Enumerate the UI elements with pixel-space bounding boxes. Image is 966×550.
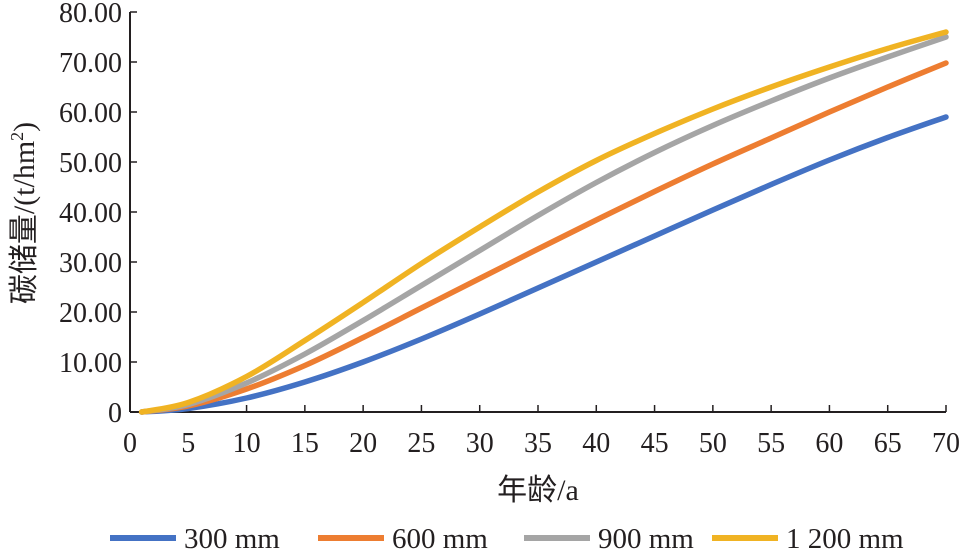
x-tick-label: 65 bbox=[874, 428, 902, 459]
x-tick-label: 30 bbox=[466, 428, 494, 459]
y-tick-label: 70.00 bbox=[59, 48, 122, 79]
x-tick-label: 35 bbox=[524, 428, 552, 459]
x-tick-label: 15 bbox=[291, 428, 319, 459]
series-line-300mm bbox=[138, 114, 949, 415]
legend-label: 600 mm bbox=[392, 523, 488, 550]
axes: 0 5 10 15 20 25 30 35 40 45 50 55 60 65 70 0 10.00 20.00 3… bbox=[59, 0, 960, 459]
series-line-600mm bbox=[138, 60, 949, 415]
y-tick-label: 10.00 bbox=[59, 348, 122, 379]
y-tick-label: 30.00 bbox=[59, 248, 122, 279]
legend-item: 900 mm bbox=[524, 523, 694, 550]
x-tick-label: 10 bbox=[233, 428, 261, 459]
x-tick-label: 50 bbox=[699, 428, 727, 459]
series-layer bbox=[138, 29, 949, 415]
y-tick-label: 50.00 bbox=[59, 148, 122, 179]
y-axis-title-base: 碳储量/(t/hm bbox=[8, 141, 41, 304]
x-tick-label: 0 bbox=[123, 428, 137, 459]
x-tick-label: 25 bbox=[407, 428, 435, 459]
y-tick-label: 60.00 bbox=[59, 98, 122, 129]
y-tick-label: 40.00 bbox=[59, 198, 122, 229]
legend: 300 mm 600 mm 900 mm 1 200 mm bbox=[110, 523, 904, 550]
x-tick-label: 20 bbox=[349, 428, 377, 459]
x-tick-label: 70 bbox=[932, 428, 960, 459]
legend-label: 300 mm bbox=[184, 523, 280, 550]
y-tick-label: 20.00 bbox=[59, 298, 122, 329]
series-line-900mm bbox=[138, 34, 949, 415]
x-tick-label: 60 bbox=[815, 428, 843, 459]
y-axis-title-superscript: 2 bbox=[7, 132, 27, 141]
legend-label: 1 200 mm bbox=[786, 523, 904, 550]
series-line-1200mm bbox=[138, 29, 949, 415]
y-axis-title-text: 碳储量/(t/hm2) bbox=[7, 122, 41, 304]
legend-label: 900 mm bbox=[598, 523, 694, 550]
y-axis-title: 碳储量/(t/hm2) bbox=[7, 122, 41, 304]
x-axis-title: 年龄/a bbox=[497, 474, 579, 507]
x-tick-label: 5 bbox=[181, 428, 195, 459]
legend-item: 300 mm bbox=[110, 523, 280, 550]
x-tick-label: 55 bbox=[757, 428, 785, 459]
y-tick-label: 0 bbox=[108, 398, 122, 429]
y-tick-label: 80.00 bbox=[59, 0, 122, 29]
x-tick-label: 45 bbox=[641, 428, 669, 459]
x-tick-label: 40 bbox=[582, 428, 610, 459]
y-axis-title-close: ) bbox=[8, 122, 41, 132]
legend-item: 1 200 mm bbox=[712, 523, 904, 550]
legend-item: 600 mm bbox=[318, 523, 488, 550]
